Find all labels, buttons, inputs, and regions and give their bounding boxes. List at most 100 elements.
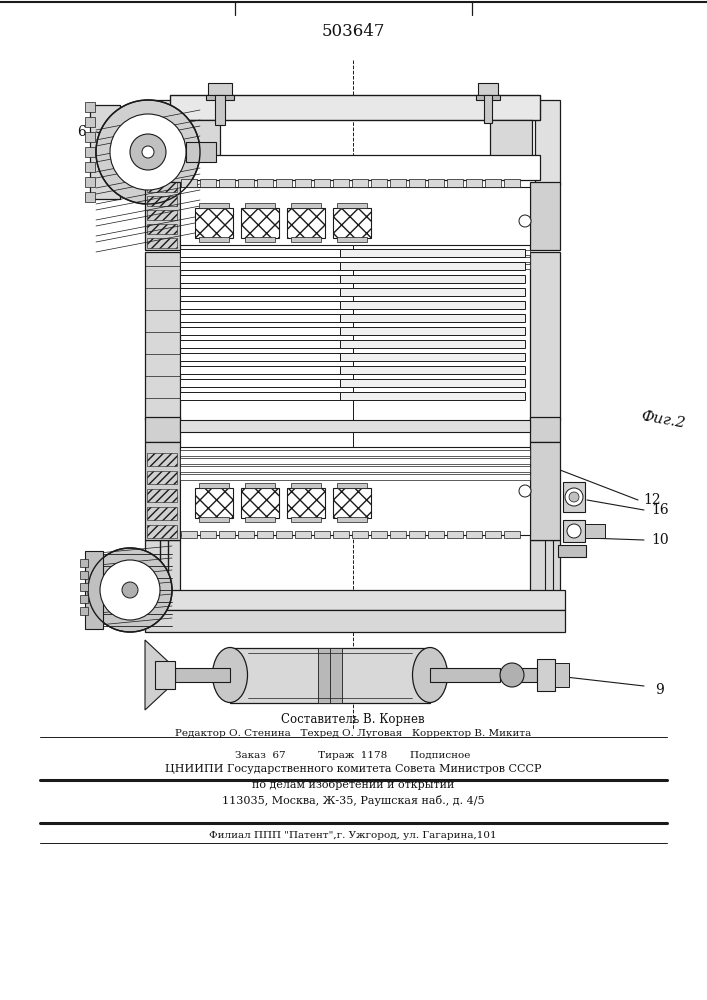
Text: 503647: 503647 bbox=[321, 23, 385, 40]
Bar bbox=[238, 531, 254, 538]
Bar bbox=[530, 540, 560, 610]
Bar bbox=[490, 120, 532, 175]
Bar bbox=[180, 262, 340, 270]
Bar bbox=[512, 668, 537, 682]
Text: ЦНИИПИ Государственного комитета Совета Министров СССР: ЦНИИПИ Государственного комитета Совета … bbox=[165, 764, 542, 774]
Bar bbox=[195, 208, 233, 238]
Bar bbox=[371, 179, 387, 187]
Bar bbox=[80, 595, 88, 603]
Bar bbox=[563, 520, 585, 542]
Bar bbox=[147, 224, 177, 234]
Bar bbox=[145, 182, 180, 250]
Ellipse shape bbox=[412, 648, 448, 702]
Bar bbox=[485, 531, 501, 538]
Bar bbox=[291, 203, 321, 208]
Bar bbox=[333, 531, 349, 538]
Bar bbox=[314, 179, 330, 187]
Bar bbox=[180, 249, 340, 257]
Bar bbox=[476, 95, 500, 100]
Bar bbox=[295, 531, 311, 538]
Bar bbox=[180, 264, 530, 269]
Bar bbox=[291, 483, 321, 488]
Circle shape bbox=[519, 215, 531, 227]
Bar bbox=[390, 531, 406, 538]
Bar bbox=[85, 147, 95, 157]
Bar bbox=[208, 83, 232, 95]
Circle shape bbox=[565, 488, 583, 506]
Bar bbox=[530, 442, 560, 540]
Bar bbox=[241, 208, 279, 238]
Bar bbox=[80, 571, 88, 579]
Bar bbox=[145, 252, 180, 420]
Bar bbox=[180, 314, 340, 322]
Text: Составитель В. Корнев: Составитель В. Корнев bbox=[281, 714, 425, 726]
Text: 16: 16 bbox=[651, 503, 669, 517]
Bar bbox=[147, 182, 177, 192]
Bar bbox=[180, 187, 530, 245]
Circle shape bbox=[569, 492, 579, 502]
Bar bbox=[85, 177, 95, 187]
Bar bbox=[585, 524, 605, 538]
Bar bbox=[340, 327, 525, 335]
Bar bbox=[535, 100, 560, 185]
Bar bbox=[318, 648, 342, 702]
Bar bbox=[180, 447, 530, 535]
Bar bbox=[145, 540, 180, 610]
Bar bbox=[257, 531, 273, 538]
Bar bbox=[563, 482, 585, 512]
Bar bbox=[199, 517, 229, 522]
Bar bbox=[147, 238, 177, 248]
Bar bbox=[558, 545, 586, 557]
Bar bbox=[180, 420, 530, 432]
Bar bbox=[145, 590, 565, 610]
Bar bbox=[195, 488, 233, 518]
Bar bbox=[340, 275, 525, 283]
Bar bbox=[428, 179, 444, 187]
Bar bbox=[80, 607, 88, 615]
Bar bbox=[428, 531, 444, 538]
Bar bbox=[200, 179, 216, 187]
Bar bbox=[147, 507, 177, 520]
Bar bbox=[314, 531, 330, 538]
Bar bbox=[504, 179, 520, 187]
Bar bbox=[145, 442, 180, 540]
Bar bbox=[530, 182, 560, 250]
Bar bbox=[170, 155, 540, 180]
Bar bbox=[80, 583, 88, 591]
Bar bbox=[447, 179, 463, 187]
Bar bbox=[180, 275, 340, 283]
Bar bbox=[504, 531, 520, 538]
Bar bbox=[147, 489, 177, 502]
Circle shape bbox=[122, 582, 138, 598]
Circle shape bbox=[142, 146, 154, 158]
Bar bbox=[145, 100, 175, 195]
Bar bbox=[333, 488, 371, 518]
Ellipse shape bbox=[213, 648, 247, 702]
Bar bbox=[371, 531, 387, 538]
Circle shape bbox=[567, 524, 581, 538]
Bar bbox=[257, 179, 273, 187]
Bar bbox=[80, 559, 88, 567]
Bar bbox=[287, 208, 325, 238]
Bar bbox=[238, 179, 254, 187]
Circle shape bbox=[519, 485, 531, 497]
Bar bbox=[180, 450, 530, 456]
Bar bbox=[340, 340, 525, 348]
Bar bbox=[276, 179, 292, 187]
Bar bbox=[219, 179, 235, 187]
Bar bbox=[241, 488, 279, 518]
Bar bbox=[530, 252, 560, 420]
Bar bbox=[85, 102, 95, 112]
Bar bbox=[340, 262, 525, 270]
Bar bbox=[295, 179, 311, 187]
Bar bbox=[180, 257, 530, 262]
Bar bbox=[409, 179, 425, 187]
Text: 12: 12 bbox=[643, 493, 661, 507]
Text: 113035, Москва, Ж-35, Раушская наб., д. 4/5: 113035, Москва, Ж-35, Раушская наб., д. … bbox=[222, 796, 484, 806]
Bar bbox=[206, 95, 234, 100]
Bar bbox=[340, 301, 525, 309]
Bar bbox=[175, 120, 220, 175]
Text: 6: 6 bbox=[78, 125, 86, 139]
Bar bbox=[245, 203, 275, 208]
Bar bbox=[147, 525, 177, 538]
